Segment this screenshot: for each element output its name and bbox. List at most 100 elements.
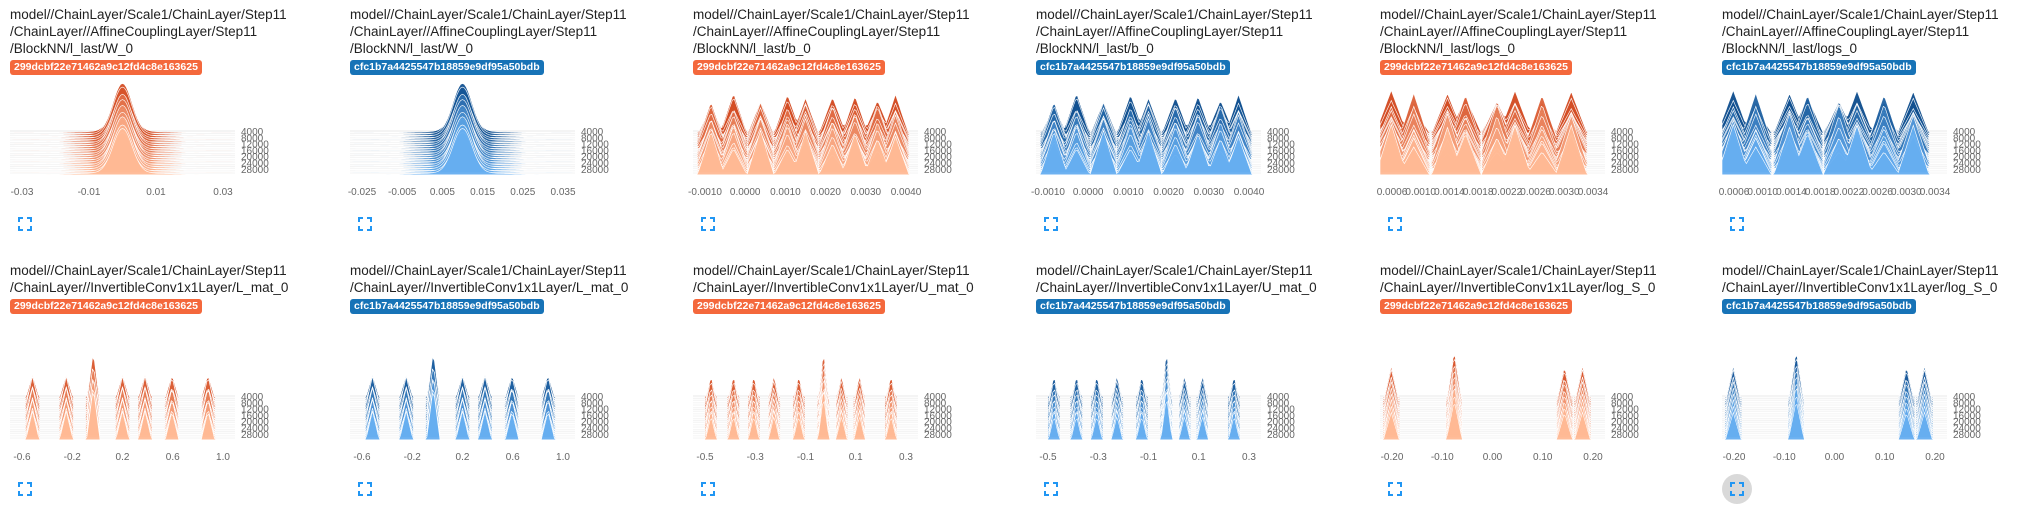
y-tick-label: 4000 <box>241 392 264 403</box>
histogram-ridge <box>1722 403 1947 441</box>
x-tick-label: 0.1 <box>1192 452 1206 463</box>
fullscreen-icon <box>1730 482 1744 496</box>
expand-button[interactable] <box>356 215 374 233</box>
fullscreen-icon <box>1388 217 1402 231</box>
card-title-line: model//ChainLayer/Scale1/ChainLayer/Step… <box>693 7 970 22</box>
fullscreen-icon <box>1044 217 1058 231</box>
expand-button[interactable] <box>1042 215 1060 233</box>
x-tick-label: -0.1 <box>1140 452 1158 463</box>
x-tick-label: 0.10 <box>1533 452 1553 463</box>
y-tick-label: 28000 <box>1267 430 1295 441</box>
expand-button[interactable] <box>699 215 717 233</box>
y-tick-label: 24000 <box>581 159 609 170</box>
card-title-line: /ChainLayer//InvertibleConv1x1Layer/U_ma… <box>1036 280 1317 295</box>
y-tick-label: 8000 <box>1953 398 1976 409</box>
expand-button[interactable] <box>699 480 717 498</box>
card-title-line: /ChainLayer//InvertibleConv1x1Layer/log_… <box>1380 280 1656 295</box>
y-tick-label: 24000 <box>1611 159 1639 170</box>
y-tick-label: 8000 <box>924 133 947 144</box>
x-tick-label: 0.0030 <box>851 187 882 198</box>
y-tick-label: 16000 <box>1953 411 1981 422</box>
x-tick-label: 0.0030 <box>1891 187 1922 198</box>
y-tick-label: 16000 <box>924 411 952 422</box>
x-tick-label: 0.0010 <box>1405 187 1436 198</box>
expand-button[interactable] <box>1042 480 1060 498</box>
y-tick-label: 12000 <box>1267 140 1295 151</box>
x-tick-label: 0.0006 <box>1377 187 1408 198</box>
card-title-line: /ChainLayer//InvertibleConv1x1Layer/L_ma… <box>350 280 629 295</box>
expand-button[interactable] <box>16 480 34 498</box>
y-tick-label: 4000 <box>1267 392 1290 403</box>
x-tick-label: -0.10 <box>1773 452 1796 463</box>
x-tick-label: 0.0034 <box>1920 187 1951 198</box>
y-tick-label: 16000 <box>1267 411 1295 422</box>
x-tick-label: 0.025 <box>510 187 535 198</box>
histogram-ridge <box>693 368 918 401</box>
y-tick-label: 12000 <box>581 405 609 416</box>
x-tick-label: -0.6 <box>353 452 371 463</box>
y-tick-label: 4000 <box>1953 392 1976 403</box>
y-tick-label: 24000 <box>1953 159 1981 170</box>
x-tick-label: 0.0022 <box>1834 187 1865 198</box>
x-tick-label: 0.0030 <box>1194 187 1225 198</box>
y-tick-label: 12000 <box>1953 140 1981 151</box>
card-title: model//ChainLayer/Scale1/ChainLayer/Step… <box>10 6 320 57</box>
y-tick-label: 16000 <box>1611 146 1639 157</box>
y-tick-label: 16000 <box>924 146 952 157</box>
x-tick-label: 0.0010 <box>770 187 801 198</box>
y-tick-label: 24000 <box>581 424 609 435</box>
expand-button[interactable] <box>356 480 374 498</box>
x-tick-label: 0.3 <box>1242 452 1256 463</box>
expand-button[interactable] <box>1728 215 1746 233</box>
x-tick-label: 0.0020 <box>1153 187 1184 198</box>
x-tick-label: 0.0022 <box>1492 187 1523 198</box>
expand-button[interactable] <box>1386 215 1404 233</box>
histogram-card: model//ChainLayer/Scale1/ChainLayer/Step… <box>1719 6 2032 231</box>
expand-button[interactable] <box>1722 474 1752 504</box>
card-title: model//ChainLayer/Scale1/ChainLayer/Step… <box>1380 6 1690 57</box>
card-title-line: model//ChainLayer/Scale1/ChainLayer/Step… <box>1722 7 1999 22</box>
card-title: model//ChainLayer/Scale1/ChainLayer/Step… <box>350 6 660 57</box>
y-tick-label: 20000 <box>241 417 269 428</box>
expand-button[interactable] <box>16 215 34 233</box>
run-badge: cfc1b7a4425547b18859e9df95a50bdb <box>1722 299 1916 314</box>
histogram-ridge <box>1722 366 1947 399</box>
y-tick-label: 16000 <box>1953 146 1981 157</box>
histogram-ridge <box>1036 368 1261 401</box>
x-tick-label: 0.0040 <box>891 187 922 198</box>
fullscreen-icon <box>18 482 32 496</box>
y-tick-label: 24000 <box>924 159 952 170</box>
x-tick-label: -0.0010 <box>1031 187 1065 198</box>
x-tick-label: -0.5 <box>696 452 714 463</box>
x-tick-label: -0.3 <box>1090 452 1108 463</box>
run-badge: cfc1b7a4425547b18859e9df95a50bdb <box>1722 60 1916 75</box>
y-tick-label: 20000 <box>581 152 609 163</box>
y-tick-label: 8000 <box>241 398 264 409</box>
card-title-line: model//ChainLayer/Scale1/ChainLayer/Step… <box>350 7 627 22</box>
y-tick-label: 20000 <box>241 152 269 163</box>
x-tick-label: 0.0030 <box>1549 187 1580 198</box>
histogram-card: model//ChainLayer/Scale1/ChainLayer/Step… <box>348 6 660 231</box>
card-title-line: /ChainLayer//AffineCouplingLayer/Step11 <box>350 24 598 39</box>
expand-button[interactable] <box>1386 480 1404 498</box>
histogram-card: model//ChainLayer/Scale1/ChainLayer/Step… <box>10 262 320 496</box>
y-tick-label: 20000 <box>1267 152 1295 163</box>
fullscreen-icon <box>1730 217 1744 231</box>
run-badge: 299dcbf22e71462a9c12fd4c8e163625 <box>10 60 202 75</box>
x-tick-label: 0.2 <box>456 452 470 463</box>
x-tick-label: -0.5 <box>1039 452 1057 463</box>
fullscreen-icon <box>701 482 715 496</box>
y-tick-label: 20000 <box>1953 417 1981 428</box>
x-tick-label: 0.0034 <box>1578 187 1609 198</box>
x-tick-label: -0.20 <box>1381 452 1404 463</box>
run-badge: cfc1b7a4425547b18859e9df95a50bdb <box>350 60 544 75</box>
y-tick-label: 16000 <box>1267 146 1295 157</box>
card-title-line: model//ChainLayer/Scale1/ChainLayer/Step… <box>10 7 287 22</box>
card-title-line: /BlockNN/l_last/logs_0 <box>1722 41 1858 56</box>
y-tick-label: 16000 <box>241 411 269 422</box>
histogram-ridge <box>350 128 575 176</box>
